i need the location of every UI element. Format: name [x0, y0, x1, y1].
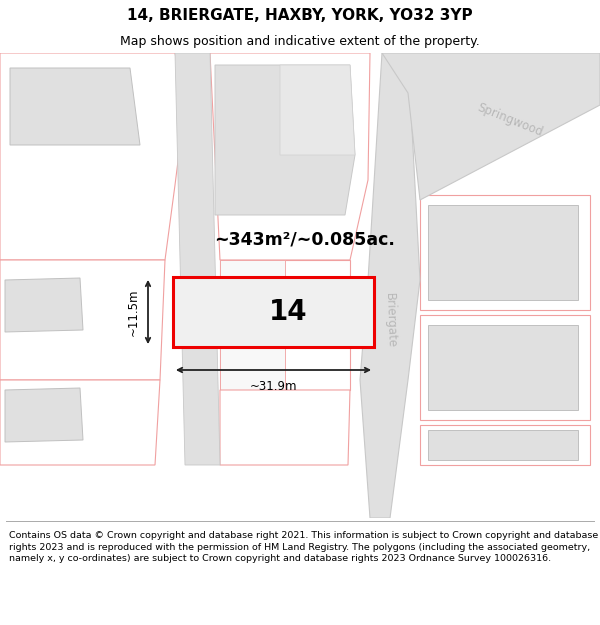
Polygon shape: [360, 53, 420, 518]
Text: ~343m²/~0.085ac.: ~343m²/~0.085ac.: [215, 231, 395, 249]
Text: Contains OS data © Crown copyright and database right 2021. This information is : Contains OS data © Crown copyright and d…: [9, 531, 598, 564]
Polygon shape: [382, 53, 600, 200]
Polygon shape: [5, 388, 83, 442]
Text: 14: 14: [269, 298, 308, 326]
Text: Map shows position and indicative extent of the property.: Map shows position and indicative extent…: [120, 35, 480, 48]
Text: ~11.5m: ~11.5m: [127, 288, 140, 336]
Polygon shape: [220, 390, 350, 465]
Polygon shape: [428, 430, 578, 460]
Polygon shape: [420, 425, 590, 465]
Polygon shape: [420, 195, 590, 310]
Text: 14, BRIERGATE, HAXBY, YORK, YO32 3YP: 14, BRIERGATE, HAXBY, YORK, YO32 3YP: [127, 8, 473, 23]
Text: ~31.9m: ~31.9m: [250, 380, 297, 393]
Polygon shape: [280, 65, 355, 155]
Polygon shape: [0, 380, 160, 465]
Polygon shape: [428, 205, 578, 300]
Polygon shape: [0, 53, 185, 260]
Polygon shape: [175, 53, 220, 465]
Polygon shape: [215, 65, 355, 215]
Polygon shape: [10, 68, 140, 145]
Polygon shape: [220, 260, 350, 390]
Polygon shape: [420, 315, 590, 420]
Polygon shape: [210, 53, 370, 260]
Polygon shape: [5, 278, 83, 332]
Text: Briergate: Briergate: [383, 292, 397, 348]
Polygon shape: [0, 260, 165, 380]
Bar: [173, 277, 374, 347]
Text: Springwood: Springwood: [475, 101, 545, 139]
Polygon shape: [220, 260, 285, 390]
Polygon shape: [428, 325, 578, 410]
